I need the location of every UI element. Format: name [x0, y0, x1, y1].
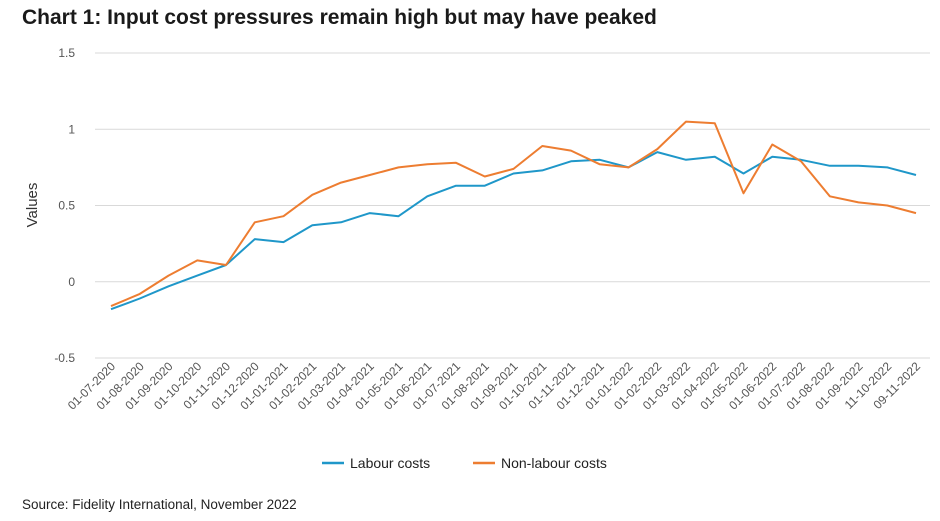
y-tick-label: 1 [68, 122, 75, 136]
legend-label: Non-labour costs [501, 455, 607, 471]
legend-label: Labour costs [350, 455, 430, 471]
x-axis-ticks: 01-07-202001-08-202001-09-202001-10-2020… [65, 359, 924, 413]
y-tick-label: 0 [68, 275, 75, 289]
y-axis-label: Values [24, 183, 41, 228]
chart-title: Chart 1: Input cost pressures remain hig… [22, 6, 657, 29]
y-tick-label: -0.5 [54, 351, 75, 365]
series-line-non-labour-costs [110, 120, 917, 308]
series-lines [110, 120, 917, 311]
y-tick-label: 1.5 [58, 46, 75, 60]
series-line-labour-costs [110, 151, 917, 311]
legend: Labour costs Non-labour costs [322, 455, 607, 471]
gridlines [95, 52, 930, 359]
y-tick-label: 0.5 [58, 199, 75, 213]
y-axis-ticks: 1.5 1 0.5 0 -0.5 [54, 46, 75, 365]
source-note: Source: Fidelity International, November… [22, 497, 297, 512]
